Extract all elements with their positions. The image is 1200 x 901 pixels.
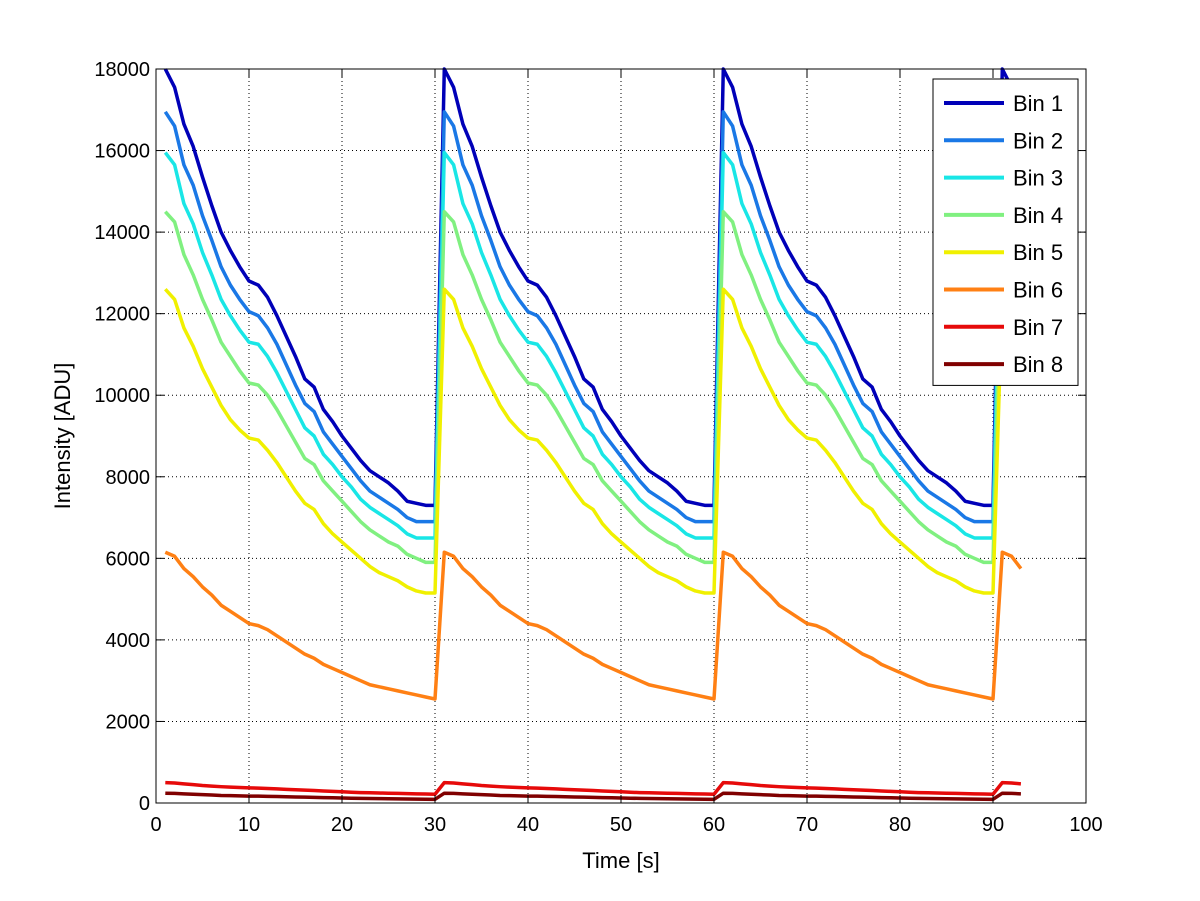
y-tick-label: 6000 bbox=[106, 548, 151, 570]
series-line-bin-4 bbox=[164, 209, 1023, 565]
x-tick-label: 90 bbox=[982, 814, 1004, 836]
ticks: 0 10 20 30 40 50 60 70 80 90 100 0 2000 4000 6000 8000 1… bbox=[94, 59, 1102, 836]
series-line-bin-5 bbox=[164, 287, 1023, 595]
x-tick-label: 20 bbox=[331, 814, 353, 836]
legend: Bin 1 Bin 2 Bin 3 Bin 4 Bin 5 Bin 6 Bin 7 Bin 8 bbox=[932, 78, 1079, 386]
y-tick-label: 10000 bbox=[94, 385, 150, 407]
y-tick-label: 14000 bbox=[94, 222, 150, 244]
series-line-bin-1 bbox=[163, 67, 1023, 508]
x-tick-label: 100 bbox=[1069, 814, 1102, 836]
legend-label-bin-1: Bin 1 bbox=[1013, 91, 1063, 116]
series-line-bin-3 bbox=[163, 150, 1023, 540]
legend-label-bin-4: Bin 4 bbox=[1013, 203, 1063, 228]
x-tick-label: 70 bbox=[796, 814, 818, 836]
legend-label-bin-7: Bin 7 bbox=[1013, 315, 1063, 340]
series-line-bin-7 bbox=[165, 780, 1022, 796]
y-tick-label: 18000 bbox=[94, 59, 150, 81]
legend-label-bin-2: Bin 2 bbox=[1013, 128, 1063, 153]
legend-box bbox=[932, 78, 1079, 386]
x-tick-label: 60 bbox=[703, 814, 725, 836]
legend-label-bin-5: Bin 5 bbox=[1013, 240, 1063, 265]
series-line-bin-6 bbox=[164, 550, 1023, 701]
y-tick-label: 2000 bbox=[106, 711, 151, 733]
series-line-bin-8 bbox=[165, 791, 1021, 802]
legend-label-bin-8: Bin 8 bbox=[1013, 352, 1063, 377]
x-tick-label: 10 bbox=[238, 814, 260, 836]
y-tick-label: 4000 bbox=[106, 630, 151, 652]
x-tick-label: 50 bbox=[610, 814, 632, 836]
legend-label-bin-3: Bin 3 bbox=[1013, 166, 1063, 191]
y-tick-label: 12000 bbox=[94, 304, 150, 326]
legend-label-bin-6: Bin 6 bbox=[1013, 278, 1063, 303]
x-axis-label: Time [s] bbox=[582, 848, 659, 873]
y-tick-label: 0 bbox=[139, 793, 150, 815]
x-tick-label: 0 bbox=[150, 814, 161, 836]
y-axis-label: Intensity [ADU] bbox=[50, 363, 75, 510]
x-tick-label: 40 bbox=[517, 814, 539, 836]
x-tick-label: 80 bbox=[889, 814, 911, 836]
y-tick-label: 8000 bbox=[106, 467, 151, 489]
x-tick-label: 30 bbox=[424, 814, 446, 836]
y-tick-label: 16000 bbox=[94, 141, 150, 163]
series-group bbox=[163, 67, 1023, 802]
series-line-bin-2 bbox=[163, 110, 1023, 524]
